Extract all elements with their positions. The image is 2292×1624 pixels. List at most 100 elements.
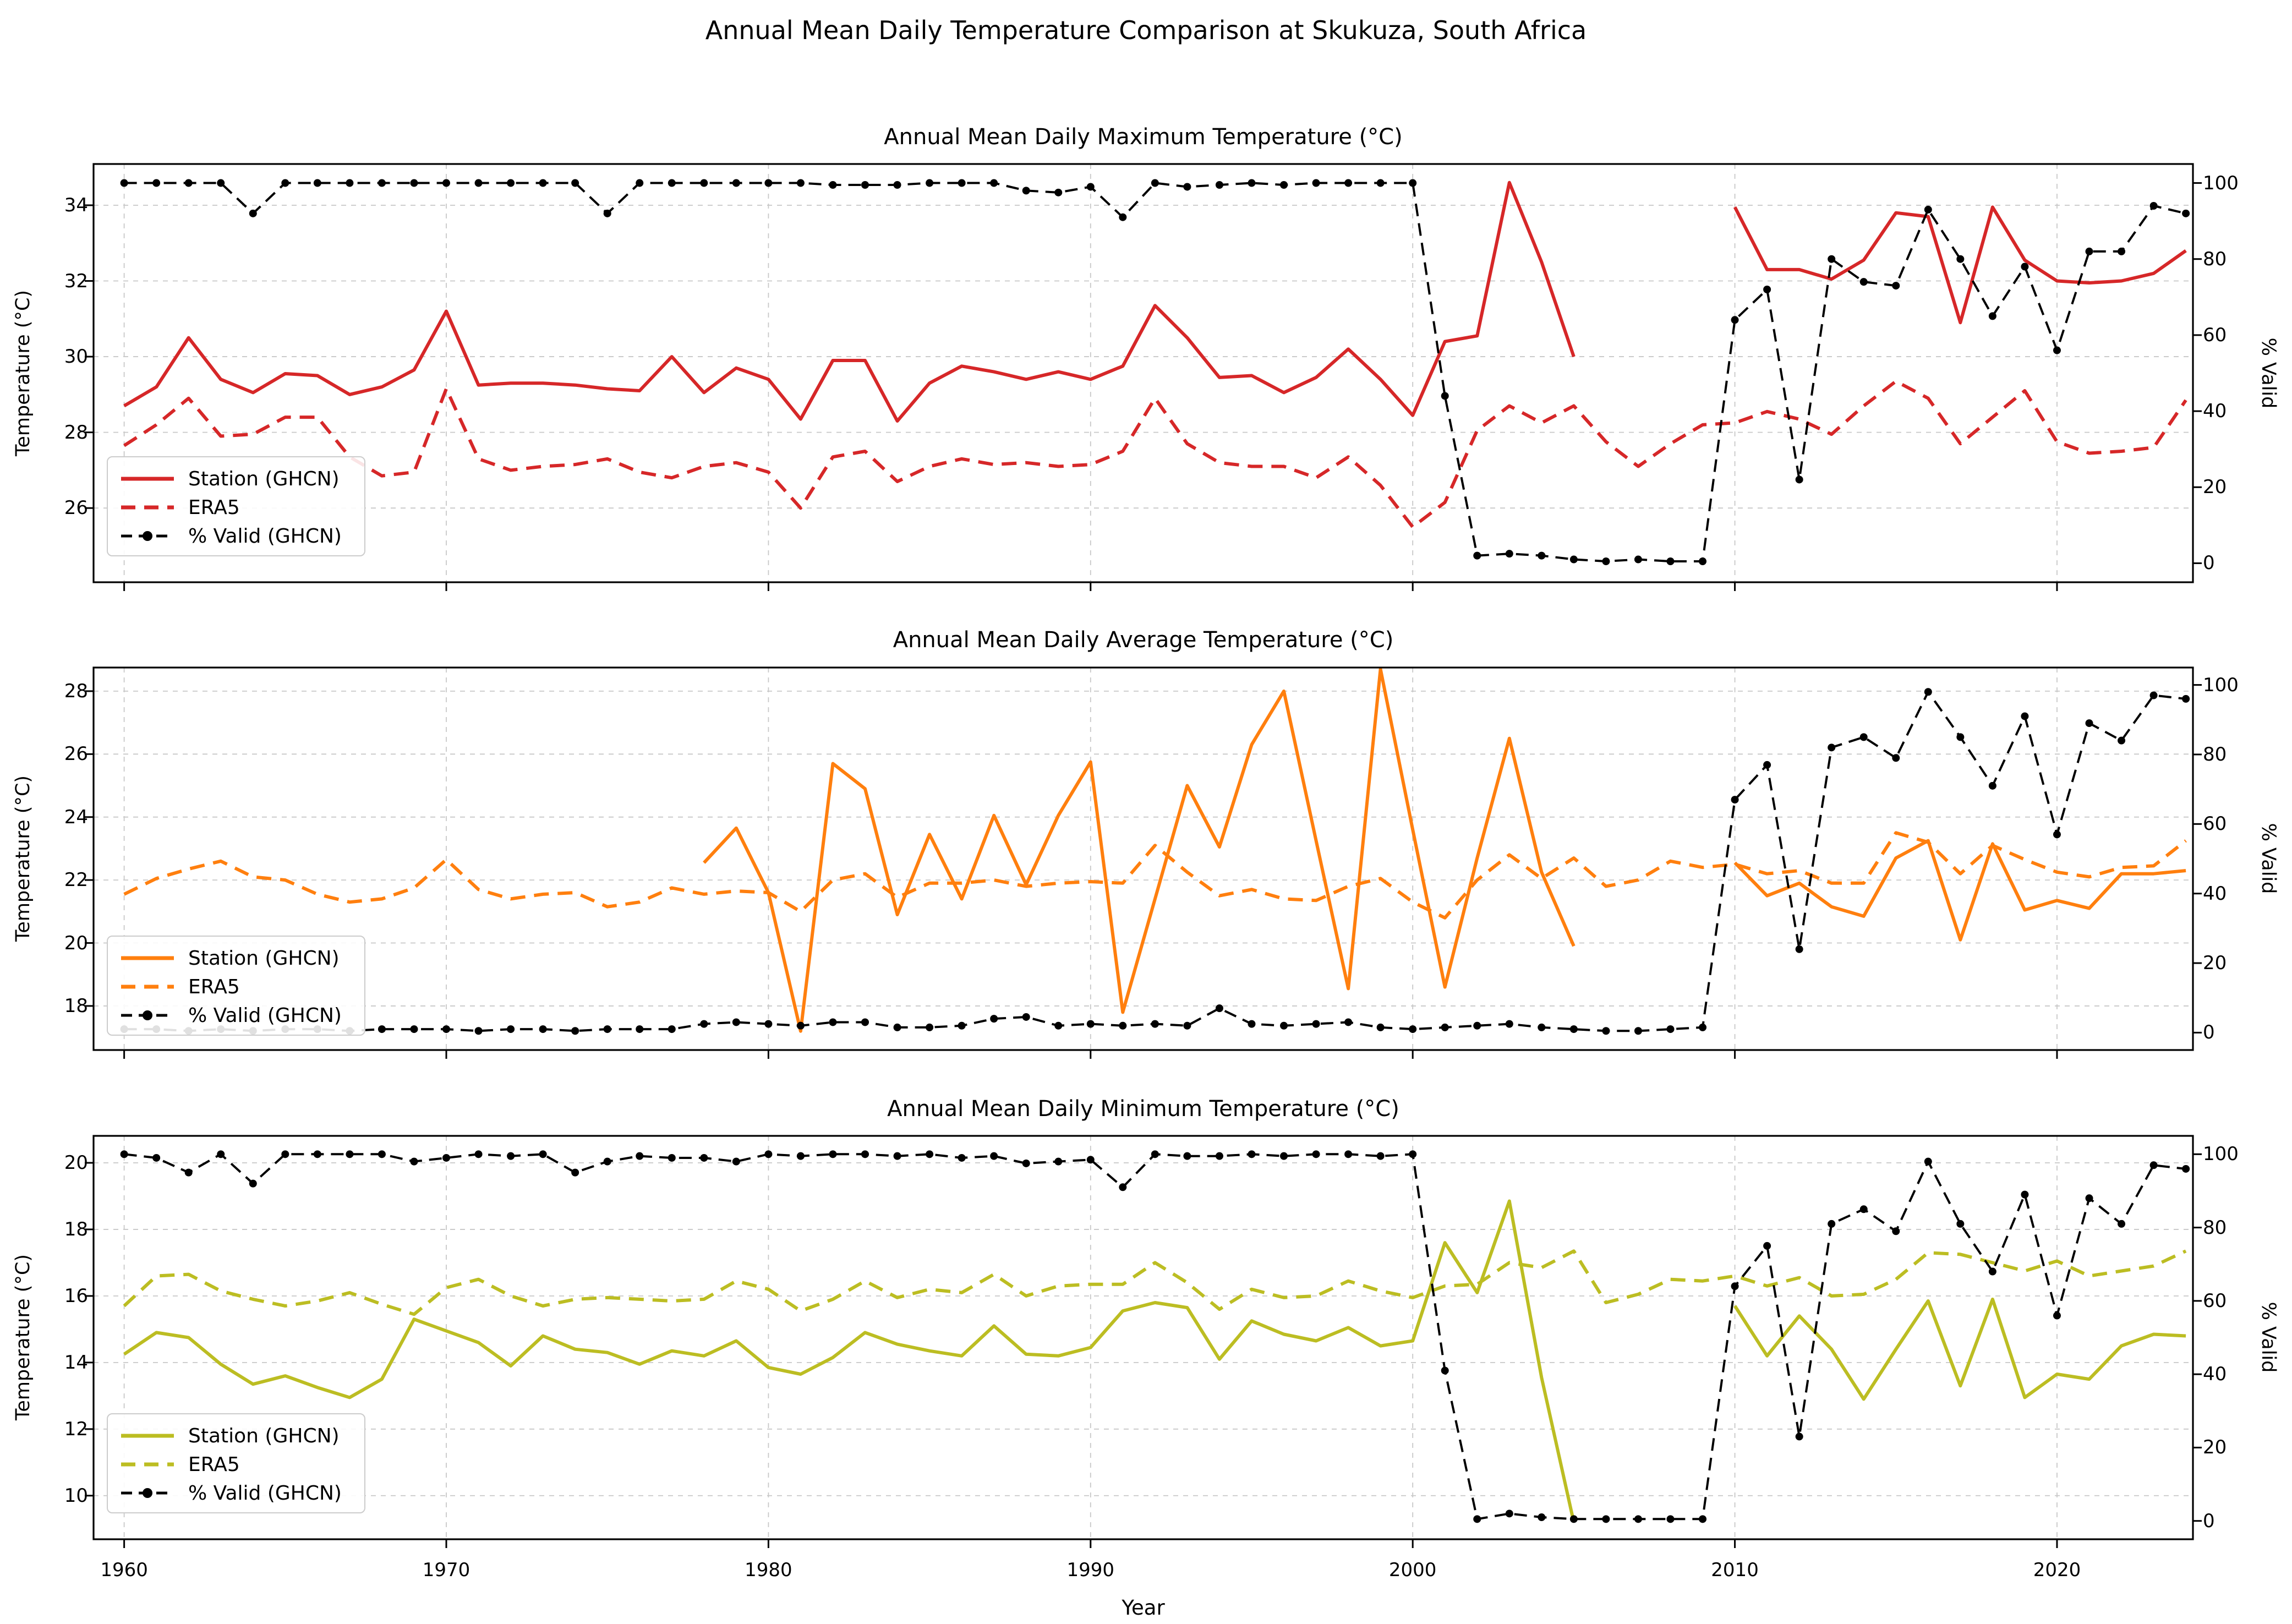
pct-valid-marker bbox=[861, 1018, 869, 1026]
pct-valid-marker bbox=[636, 1025, 644, 1034]
pct-valid-marker bbox=[1344, 179, 1353, 187]
legend-label-pct: % Valid (GHCN) bbox=[188, 1004, 342, 1027]
dashed-sample-line bbox=[121, 985, 174, 989]
pct-valid-marker bbox=[1505, 1020, 1513, 1028]
pct-valid-marker bbox=[796, 1021, 805, 1030]
pct-valid-marker bbox=[474, 1150, 483, 1158]
pct-valid-marker bbox=[184, 1168, 193, 1177]
pct-valid-marker bbox=[539, 1025, 547, 1034]
pct-sample-marker bbox=[143, 1010, 152, 1020]
pct-valid-marker bbox=[861, 181, 869, 189]
pct-valid-marker bbox=[732, 179, 740, 187]
dashed-sample-line bbox=[121, 1462, 174, 1467]
pct-valid-marker bbox=[764, 179, 773, 187]
x-tick-label: 2000 bbox=[1388, 1559, 1437, 1581]
pct-tick-label: 60 bbox=[2203, 324, 2227, 346]
pct-tick-label: 100 bbox=[2203, 674, 2239, 696]
legend-item-pct: % Valid (GHCN) bbox=[120, 522, 364, 550]
legend-item-pct: % Valid (GHCN) bbox=[120, 1002, 364, 1029]
solid-sample-line bbox=[121, 1434, 174, 1438]
legend-label-pct: % Valid (GHCN) bbox=[188, 524, 342, 548]
pct-valid-marker bbox=[1538, 1513, 1546, 1522]
solid-sample-line bbox=[121, 477, 174, 481]
x-tick-label: 1990 bbox=[1066, 1559, 1115, 1581]
pct-valid-marker bbox=[1892, 754, 1900, 762]
pct-valid-marker bbox=[1248, 1020, 1256, 1028]
plot-border bbox=[92, 666, 2194, 1051]
pct-tick-label: 40 bbox=[2203, 1363, 2227, 1386]
legend-item-era5: ERA5 bbox=[120, 494, 364, 521]
pct-valid-marker bbox=[700, 1153, 708, 1162]
x-tick-label: 2010 bbox=[1711, 1559, 1759, 1581]
pct-valid-marker bbox=[1892, 1227, 1900, 1235]
pct-valid-marker bbox=[1119, 1183, 1127, 1191]
pct-valid-marker bbox=[636, 1152, 644, 1160]
pct-valid-marker bbox=[2085, 247, 2093, 255]
pct-valid-marker bbox=[2118, 736, 2126, 745]
pct-tick-label: 20 bbox=[2203, 1436, 2227, 1459]
pct-valid-marker bbox=[861, 1150, 869, 1158]
legend-avg: Station (GHCN) ERA5 % Valid (GHCN) bbox=[107, 936, 365, 1036]
pct-axis-label-avg: % Valid bbox=[2257, 823, 2279, 894]
solid-sample-line bbox=[121, 956, 174, 960]
pct-valid-marker bbox=[1731, 316, 1739, 324]
pct-valid-marker bbox=[2118, 1220, 2126, 1228]
pct-line-sample bbox=[120, 1002, 175, 1029]
station-line bbox=[1733, 205, 2187, 325]
pct-valid-marker bbox=[700, 179, 708, 187]
pct-valid-marker bbox=[2021, 1190, 2029, 1199]
pct-valid-marker bbox=[1666, 1515, 1675, 1523]
pct-valid-marker bbox=[1376, 179, 1385, 187]
y-axis-label-min: Temperature (°C) bbox=[12, 1254, 34, 1421]
y-tick-label: 12 bbox=[64, 1418, 88, 1440]
pct-valid-marker bbox=[1859, 1205, 1868, 1213]
pct-valid-marker bbox=[249, 1179, 257, 1188]
pct-valid-marker bbox=[1344, 1150, 1353, 1158]
pct-valid-marker bbox=[958, 1153, 966, 1162]
pct-valid-marker bbox=[120, 179, 128, 187]
pct-valid-marker bbox=[1119, 1021, 1127, 1030]
pct-tick-label: 0 bbox=[2203, 1510, 2215, 1532]
pct-valid-marker bbox=[346, 179, 354, 187]
pct-valid-marker bbox=[829, 1018, 837, 1026]
y-tick-label: 18 bbox=[64, 994, 88, 1017]
pct-valid-marker bbox=[700, 1020, 708, 1028]
pct-valid-marker bbox=[1892, 282, 1900, 290]
pct-valid-marker bbox=[1699, 1515, 1707, 1523]
station-line-sample bbox=[120, 465, 175, 493]
legend-item-era5: ERA5 bbox=[120, 1451, 364, 1478]
y-axis-label-avg: Temperature (°C) bbox=[12, 775, 34, 942]
pct-valid-marker bbox=[2021, 712, 2029, 720]
pct-valid-marker bbox=[2021, 263, 2029, 271]
pct-valid-marker bbox=[313, 179, 321, 187]
pct-valid-marker bbox=[1988, 312, 1996, 320]
pct-valid-marker bbox=[313, 1150, 321, 1158]
pct-valid-marker bbox=[1569, 555, 1578, 564]
pct-valid-marker bbox=[217, 1150, 225, 1158]
pct-valid-marker bbox=[2118, 247, 2126, 255]
pct-valid-marker bbox=[1280, 181, 1288, 189]
pct-valid-marker bbox=[2085, 719, 2093, 728]
pct-valid-marker bbox=[668, 179, 676, 187]
pct-valid-marker bbox=[410, 1025, 418, 1034]
pct-valid-marker bbox=[1086, 1156, 1095, 1164]
pct-valid-marker bbox=[732, 1018, 740, 1026]
pct-valid-marker bbox=[926, 1150, 934, 1158]
pct-valid-marker bbox=[1376, 1023, 1385, 1031]
y-tick-label: 26 bbox=[64, 497, 88, 520]
pct-valid-marker bbox=[926, 1023, 934, 1031]
y-tick-label: 24 bbox=[64, 806, 88, 828]
figure-title: Annual Mean Daily Temperature Comparison… bbox=[705, 15, 1587, 45]
pct-valid-marker bbox=[1473, 551, 1481, 560]
pct-valid-marker bbox=[1312, 179, 1320, 187]
pct-valid-marker bbox=[668, 1025, 676, 1034]
pct-valid-marker bbox=[1248, 179, 1256, 187]
pct-valid-marker bbox=[732, 1157, 740, 1166]
dashed-sample-line bbox=[121, 505, 174, 510]
station-line bbox=[123, 181, 1576, 423]
pct-valid-marker bbox=[507, 179, 515, 187]
pct-valid-marker bbox=[2182, 1164, 2190, 1173]
pct-valid-marker bbox=[378, 1025, 386, 1034]
pct-valid-marker bbox=[217, 179, 225, 187]
pct-valid-marker bbox=[1151, 179, 1159, 187]
